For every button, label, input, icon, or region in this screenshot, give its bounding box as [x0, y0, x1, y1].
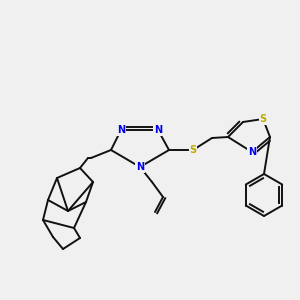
- Text: N: N: [117, 125, 125, 135]
- Text: S: S: [189, 145, 197, 155]
- Text: N: N: [154, 125, 162, 135]
- Text: N: N: [136, 162, 144, 172]
- Text: S: S: [260, 114, 267, 124]
- Text: N: N: [248, 147, 256, 157]
